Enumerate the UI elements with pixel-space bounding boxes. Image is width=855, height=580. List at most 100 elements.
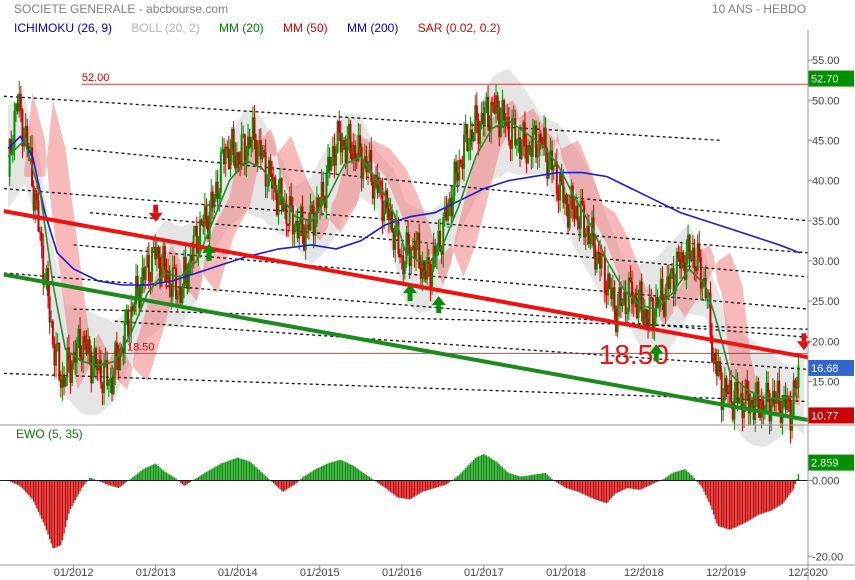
candle-body	[496, 95, 499, 108]
candle-body	[762, 400, 765, 412]
candle-body	[394, 225, 397, 250]
candle-body	[127, 309, 130, 337]
candle-body	[655, 297, 658, 318]
candle-body	[370, 150, 373, 183]
candle-body	[682, 252, 685, 263]
candle-body	[695, 267, 698, 271]
candle-body	[243, 134, 246, 165]
candle-body	[719, 361, 722, 373]
channel-line	[73, 244, 809, 310]
ewo-value-label: 2.859	[811, 458, 839, 470]
ewo-panel: 0.000 -20.00 2.859	[0, 454, 854, 563]
candle-body	[541, 143, 544, 146]
candle-body	[229, 149, 232, 169]
candle-body	[531, 130, 534, 157]
candle-body	[266, 186, 269, 188]
candle-body	[13, 111, 16, 148]
candle-body	[387, 208, 390, 221]
candle-body	[339, 133, 342, 153]
candle-body	[759, 411, 762, 418]
candle-body	[743, 410, 746, 419]
resistance-trendline	[3, 209, 809, 360]
candle-body	[439, 230, 442, 251]
candle-body	[768, 393, 771, 422]
candle-body	[634, 295, 637, 298]
candle-body	[482, 113, 485, 125]
candle-body	[487, 96, 490, 128]
high-box	[808, 70, 854, 87]
candle-body	[311, 205, 314, 207]
candle-body	[440, 250, 443, 255]
candle-body	[514, 118, 517, 146]
candle-body	[79, 328, 82, 358]
candle-body	[29, 147, 32, 149]
candle-body	[640, 281, 643, 311]
candle-body	[664, 287, 667, 317]
candle-body	[651, 298, 654, 329]
candle-body	[101, 382, 104, 394]
candle-body	[727, 391, 730, 395]
candle-body	[538, 133, 541, 156]
candle-body	[298, 223, 301, 239]
candle-body	[568, 207, 571, 228]
candle-body	[698, 244, 701, 257]
candle-body	[557, 194, 560, 201]
candle-body	[744, 380, 747, 411]
candle-body	[643, 308, 646, 325]
candle-body	[251, 117, 254, 140]
candle-body	[165, 269, 168, 282]
candle-body	[56, 342, 59, 345]
candle-body	[749, 399, 752, 414]
candle-body	[490, 101, 493, 132]
candle-body	[498, 107, 501, 137]
buy-arrow	[431, 296, 446, 314]
candle-body	[755, 381, 758, 396]
x-tick-label: 01/2015	[300, 567, 340, 579]
candle-body	[224, 146, 227, 165]
candle-body	[666, 276, 669, 288]
candle-body	[461, 163, 464, 169]
candle-body	[794, 380, 797, 388]
candle-body	[109, 377, 112, 381]
candle-body	[307, 224, 310, 231]
candle-body	[608, 273, 611, 288]
candle-body	[261, 150, 264, 160]
candle-body	[458, 159, 461, 181]
candle-body	[597, 251, 600, 253]
candle-body	[595, 251, 598, 270]
candle-body	[767, 382, 770, 394]
candle-body	[106, 360, 109, 386]
y-tick-label: 30.00	[812, 256, 840, 268]
candle-body	[357, 135, 360, 162]
candle-body	[375, 174, 378, 177]
candle-body	[69, 360, 72, 383]
y-tick-label: 20.00	[812, 336, 840, 348]
candle-body	[202, 224, 205, 227]
candle-body	[280, 178, 283, 206]
candle-body	[93, 348, 96, 369]
candle-body	[402, 255, 405, 274]
candle-body	[290, 196, 293, 206]
candle-body	[411, 245, 414, 250]
candle-body	[320, 181, 323, 205]
candle-body	[562, 181, 565, 203]
price-box	[808, 359, 854, 376]
candle-body	[791, 415, 794, 431]
candle-body	[523, 122, 526, 146]
candle-body	[551, 150, 554, 171]
candle-body	[231, 128, 234, 150]
candle-body	[765, 382, 768, 411]
legend-ichimoku: ICHIMOKU (26, 9)	[14, 21, 113, 35]
candle-body	[555, 161, 558, 195]
candle-body	[10, 139, 13, 155]
candle-body	[331, 146, 334, 158]
candle-body	[8, 139, 11, 177]
candle-body	[565, 194, 568, 205]
candle-body	[795, 387, 798, 389]
candle-body	[112, 375, 115, 394]
candle-body	[509, 140, 512, 150]
candle-body	[573, 209, 576, 219]
candle-body	[285, 202, 288, 224]
candle-body	[149, 281, 152, 283]
candle-body	[346, 138, 349, 164]
